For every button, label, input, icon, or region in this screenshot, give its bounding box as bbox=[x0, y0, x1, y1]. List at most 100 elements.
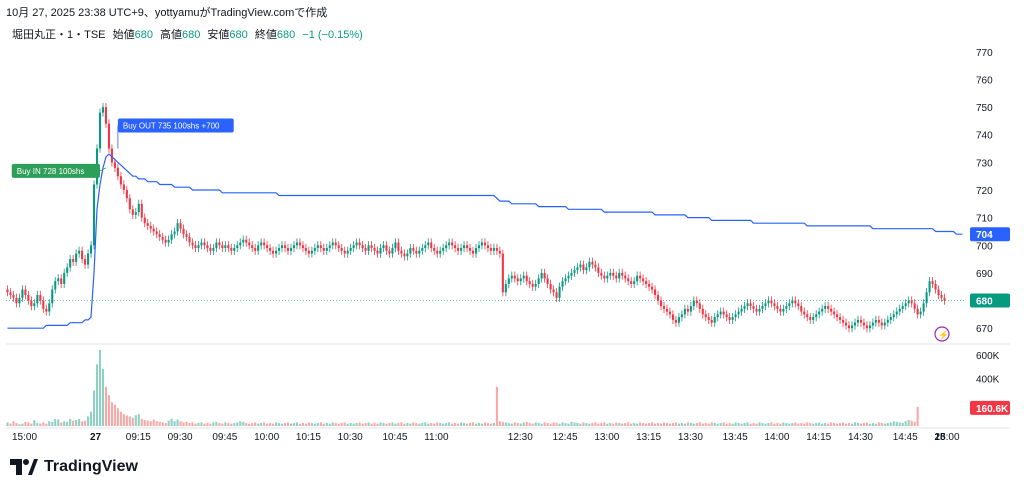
volume-bar bbox=[680, 423, 683, 426]
vwap-price-badge bbox=[970, 227, 1010, 242]
candle-body bbox=[21, 289, 24, 298]
volume-bar bbox=[468, 423, 472, 426]
price-chart[interactable]: 670 680 690 700 710 720 730 740 750 760 770 400K 600… bbox=[0, 0, 1024, 450]
last-volume-badge-text: 160.6K bbox=[976, 404, 1009, 415]
volume-bar bbox=[874, 423, 877, 426]
volume-bar bbox=[734, 422, 737, 426]
volume-bar bbox=[749, 423, 752, 426]
volume-bar bbox=[119, 411, 122, 426]
volume-bar bbox=[606, 423, 609, 426]
volume-bar bbox=[815, 423, 818, 426]
volume-bar bbox=[797, 423, 800, 426]
volume-bar bbox=[278, 423, 281, 426]
candle-body bbox=[695, 300, 698, 304]
volume-bar bbox=[850, 423, 854, 426]
candle-body bbox=[340, 248, 343, 251]
candle-body bbox=[343, 250, 346, 254]
volume-bar bbox=[200, 422, 203, 426]
price-tick-label: 720 bbox=[976, 186, 993, 197]
candle-body bbox=[191, 242, 194, 246]
volume-bar bbox=[516, 423, 519, 426]
candle-body bbox=[391, 248, 394, 254]
tradingview-logo[interactable]: TradingView bbox=[10, 458, 138, 476]
volume-bar bbox=[337, 423, 340, 426]
time-tick-label: 13:30 bbox=[678, 432, 703, 443]
candle-body bbox=[367, 245, 370, 251]
candle-body bbox=[283, 245, 287, 249]
volume-bar bbox=[140, 418, 143, 426]
trade-marker-text: Buy OUT 735 100shs +700 bbox=[123, 122, 220, 131]
candle-body bbox=[674, 319, 677, 323]
candle-body bbox=[313, 248, 316, 251]
volume-bar bbox=[298, 423, 301, 426]
volume-bar bbox=[561, 422, 564, 426]
candle-body bbox=[12, 295, 15, 298]
candle-body bbox=[776, 306, 779, 309]
volume-bar bbox=[492, 423, 495, 426]
volume-bar bbox=[391, 422, 394, 426]
volume-bar bbox=[498, 421, 501, 426]
volume-bar bbox=[436, 422, 439, 426]
volume-bar bbox=[570, 421, 573, 426]
candle-body bbox=[850, 325, 854, 329]
candle-body bbox=[173, 231, 176, 235]
volume-bar bbox=[809, 423, 812, 426]
candle-body bbox=[406, 253, 409, 257]
volume-bar bbox=[95, 364, 99, 426]
volume-bar bbox=[761, 423, 764, 426]
candle-body bbox=[179, 223, 182, 229]
candle-body bbox=[665, 308, 669, 312]
candle-body bbox=[78, 250, 81, 254]
volume-bar bbox=[913, 421, 916, 426]
volume-bar bbox=[385, 423, 388, 426]
candle-body bbox=[45, 308, 48, 312]
candle-body bbox=[612, 272, 615, 276]
candle-body bbox=[275, 250, 278, 254]
candle-body bbox=[221, 245, 224, 249]
candle-body bbox=[773, 303, 776, 307]
volume-bar bbox=[161, 422, 164, 426]
candle-body bbox=[636, 275, 639, 282]
candle-body bbox=[316, 245, 319, 249]
candle-body bbox=[877, 319, 880, 323]
candle-body bbox=[516, 278, 519, 282]
candle-body bbox=[943, 297, 946, 301]
candle-body bbox=[230, 248, 233, 251]
candle-body bbox=[328, 245, 331, 249]
candle-body bbox=[651, 286, 654, 290]
volume-bar bbox=[612, 423, 615, 426]
volume-bar bbox=[758, 422, 761, 426]
candle-body bbox=[233, 248, 236, 251]
candle-body bbox=[412, 248, 415, 251]
candle-body bbox=[573, 270, 576, 273]
volume-bar bbox=[791, 423, 794, 426]
candle-body bbox=[457, 248, 460, 251]
trade-marker-connector bbox=[99, 167, 107, 172]
candle-body bbox=[194, 245, 197, 249]
time-tick-label: 09:30 bbox=[168, 432, 193, 443]
volume-bar bbox=[549, 423, 552, 426]
volume-bar bbox=[218, 423, 221, 426]
candle-body bbox=[101, 107, 105, 113]
volume-bar bbox=[448, 422, 451, 426]
tradingview-logo-icon bbox=[10, 459, 38, 475]
candle-body bbox=[322, 248, 325, 251]
volume-bar bbox=[904, 421, 907, 426]
candle-body bbox=[833, 311, 836, 315]
candle-body bbox=[654, 289, 657, 296]
candle-body bbox=[254, 248, 257, 251]
candle-body bbox=[677, 317, 680, 323]
volume-bar bbox=[236, 422, 239, 426]
volume-bar bbox=[483, 422, 486, 426]
candle-body bbox=[304, 248, 307, 251]
volume-bar bbox=[272, 423, 275, 426]
volume-bar bbox=[668, 423, 672, 426]
candle-body bbox=[919, 311, 922, 315]
candle-body bbox=[176, 223, 179, 232]
volume-bar bbox=[594, 422, 597, 426]
volume-bar bbox=[251, 423, 254, 426]
candle-body bbox=[92, 184, 96, 246]
volume-bar bbox=[746, 422, 749, 426]
candle-body bbox=[200, 242, 203, 246]
candle-body bbox=[686, 308, 689, 312]
